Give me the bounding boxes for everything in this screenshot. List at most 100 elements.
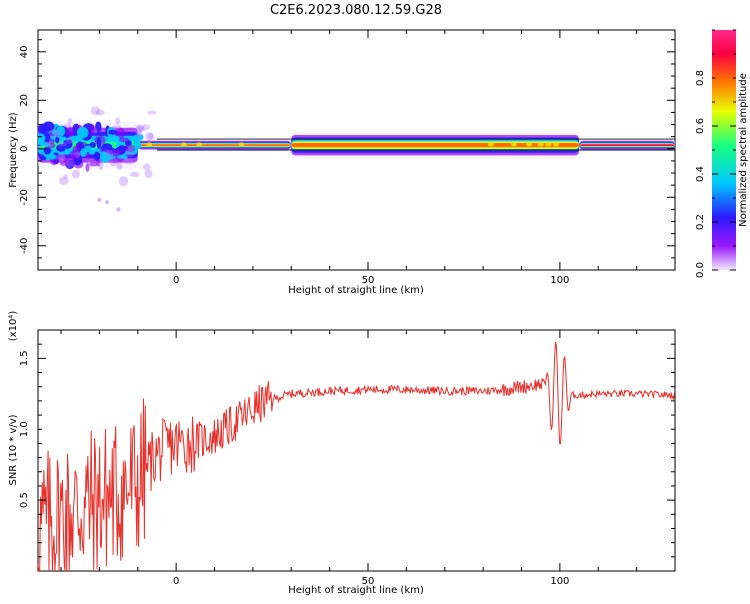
faint-blob — [63, 123, 72, 129]
noise-blob — [48, 142, 56, 149]
faint-blob — [123, 158, 129, 164]
noise-blob — [110, 158, 119, 163]
snr-y-axis-label: SNR (10 * v/v) — [8, 414, 19, 485]
noise-blob — [38, 138, 45, 146]
faint-blob — [95, 109, 105, 116]
hot-spot — [526, 142, 533, 147]
noise-blob — [80, 148, 87, 158]
faint-blob — [124, 148, 135, 158]
snr-y-tick-label: 1.5 — [19, 350, 30, 366]
spectrogram-panel: 0 50 100 -40 -20 0 20 40 Height of straight lin… — [8, 29, 676, 296]
faint-blob — [116, 162, 123, 171]
spectrogram-y-axis-label: Frequency (Hz) — [8, 112, 19, 188]
spectrogram-axes: 0 50 100 -40 -20 0 20 40 — [19, 30, 676, 286]
colorbar-tick-label: 0.2 — [695, 214, 706, 230]
noise-blob — [43, 146, 52, 155]
outlier-dot — [105, 200, 110, 205]
faint-blob — [38, 146, 42, 151]
faint-blob — [44, 141, 52, 148]
colorbar-tick-label: 0.8 — [695, 70, 706, 86]
noise-blob — [69, 150, 82, 160]
noise-blob — [99, 151, 111, 163]
faint-blob — [144, 169, 153, 179]
snr-x-tick-label: 0 — [173, 576, 179, 587]
faint-blob — [147, 132, 155, 140]
faint-blob — [74, 151, 81, 158]
faint-blob — [135, 125, 143, 135]
noise-blob — [133, 134, 144, 141]
faint-blob — [137, 126, 146, 132]
spectrogram-y-tick-label: 40 — [19, 45, 30, 58]
faint-blob — [90, 106, 100, 116]
spectrogram-x-tick-label: 100 — [550, 275, 569, 286]
faint-blob — [136, 132, 143, 138]
noise-blob — [88, 162, 98, 167]
snr-plot-area — [38, 341, 675, 571]
colorbar-label: Normalized spectral amplitude — [738, 73, 749, 227]
snr-y-tick-label: 1.0 — [19, 421, 30, 437]
colorbar-tick-label: 0.4 — [695, 166, 706, 182]
hot-spot — [146, 142, 153, 147]
noise-blob — [110, 149, 122, 157]
noise-blob — [95, 121, 102, 133]
noise-blob — [43, 142, 50, 147]
hot-spot — [545, 142, 552, 147]
faint-blob — [109, 158, 119, 167]
band-segment-3-layer-5 — [579, 144, 675, 147]
snr-x-tick-label: 100 — [550, 576, 569, 587]
hot-spot — [537, 142, 544, 147]
faint-blob — [142, 163, 151, 171]
faint-blob — [71, 169, 80, 179]
band-segment-1-layer-5 — [137, 144, 292, 147]
noise-blob — [93, 151, 101, 162]
faint-blob — [64, 159, 75, 169]
snr-line-series — [38, 341, 675, 571]
spectrogram-y-tick-label: -40 — [19, 238, 30, 254]
faint-blob — [129, 171, 140, 178]
noise-blob — [55, 136, 60, 144]
faint-blob — [115, 117, 121, 125]
figure-title: C2E6.2023.080.12.59.G28 — [270, 3, 442, 18]
band-segment-2-layer-5 — [291, 143, 580, 148]
noise-blob — [124, 144, 135, 153]
noise-blob — [89, 124, 96, 136]
faint-blob — [103, 149, 110, 156]
noise-blob — [66, 126, 75, 137]
noise-blob — [47, 153, 57, 160]
snr-panel: 0 50 100 0.5 1.0 1.5 Height of straight line … — [8, 311, 676, 596]
faint-blob — [63, 174, 68, 180]
noise-blob — [39, 156, 47, 161]
spectrogram-y-tick-label: 20 — [19, 94, 30, 107]
faint-blob — [141, 124, 151, 131]
noise-blob — [47, 138, 55, 144]
faint-blob — [147, 110, 157, 115]
faint-blob — [55, 154, 66, 161]
hot-spot — [553, 142, 560, 147]
noise-blob — [85, 163, 90, 172]
faint-blob — [57, 142, 67, 147]
noise-blob — [108, 129, 118, 135]
faint-blob — [98, 161, 104, 171]
outlier-dot — [116, 207, 121, 212]
faint-blob — [67, 117, 73, 125]
colorbar-gradient-bar — [712, 30, 736, 270]
noise-blob — [76, 126, 89, 139]
colorbar-tick-label: 0.0 — [695, 262, 706, 278]
noise-blob — [101, 143, 113, 153]
faint-blob — [144, 132, 154, 141]
spectrogram-image — [38, 106, 675, 212]
snr-x-axis-label: Height of straight line (km) — [288, 585, 424, 596]
noise-blob — [59, 161, 71, 166]
faint-blob — [48, 128, 59, 139]
noise-blob — [56, 143, 66, 152]
noise-blob — [38, 123, 50, 134]
hot-spot — [510, 142, 517, 147]
spectrogram-y-tick-label: -20 — [19, 189, 30, 205]
hot-spot — [180, 142, 187, 147]
colorbar-tick-label: 0.6 — [695, 118, 706, 134]
spectrogram-x-tick-label: 0 — [173, 275, 179, 286]
faint-blob — [124, 158, 134, 165]
outlier-dot — [97, 197, 102, 202]
noise-blob — [119, 137, 130, 143]
